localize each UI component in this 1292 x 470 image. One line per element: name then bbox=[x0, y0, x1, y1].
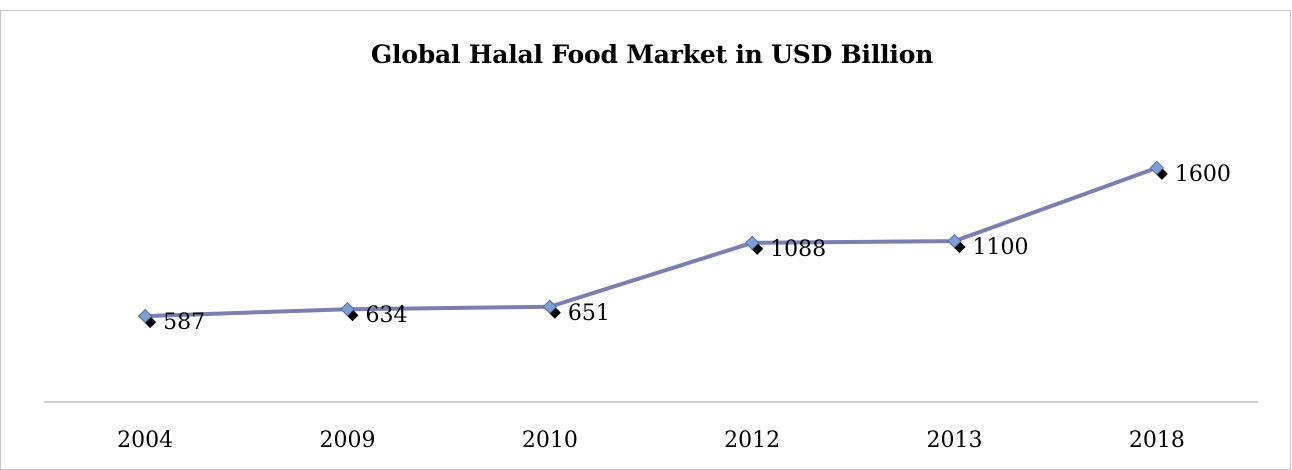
x-tick-label-2010: 2010 bbox=[522, 428, 578, 453]
marker-diamond bbox=[744, 235, 760, 251]
data-label-2004: 587 bbox=[163, 310, 205, 335]
x-tick-label-2013: 2013 bbox=[927, 428, 983, 453]
marker-diamond bbox=[947, 233, 962, 249]
x-tick-labels: 2004 2009 2010 2012 2013 2018 bbox=[117, 428, 1185, 453]
data-label-2010: 651 bbox=[568, 301, 610, 326]
chart-title: Global Halal Food Market in USD Billion bbox=[370, 40, 934, 69]
marker-diamond bbox=[340, 302, 355, 317]
data-label-2018: 1600 bbox=[1175, 162, 1231, 187]
marker-diamond bbox=[542, 299, 558, 314]
data-point-2010 bbox=[542, 299, 561, 319]
data-point-2018 bbox=[1149, 160, 1168, 180]
chart-area bbox=[0, 10, 1291, 470]
x-tick-label-2012: 2012 bbox=[724, 428, 780, 453]
marker-diamond bbox=[137, 308, 153, 324]
data-label-2013: 1100 bbox=[973, 235, 1029, 260]
data-point-2004 bbox=[137, 308, 157, 329]
data-labels: 587 634 651 1088 1100 1600 bbox=[163, 162, 1231, 335]
data-label-2009: 634 bbox=[366, 303, 408, 328]
marker-diamond bbox=[1149, 160, 1165, 176]
series-markers bbox=[137, 160, 1168, 329]
data-point-2012 bbox=[744, 235, 764, 255]
data-label-2012: 1088 bbox=[770, 237, 826, 262]
x-tick-label-2004: 2004 bbox=[117, 428, 173, 453]
data-point-2013 bbox=[947, 233, 966, 254]
series-line bbox=[143, 165, 1159, 319]
x-tick-label-2009: 2009 bbox=[320, 428, 376, 453]
x-tick-label-2018: 2018 bbox=[1129, 428, 1185, 453]
data-point-2009 bbox=[340, 302, 359, 322]
